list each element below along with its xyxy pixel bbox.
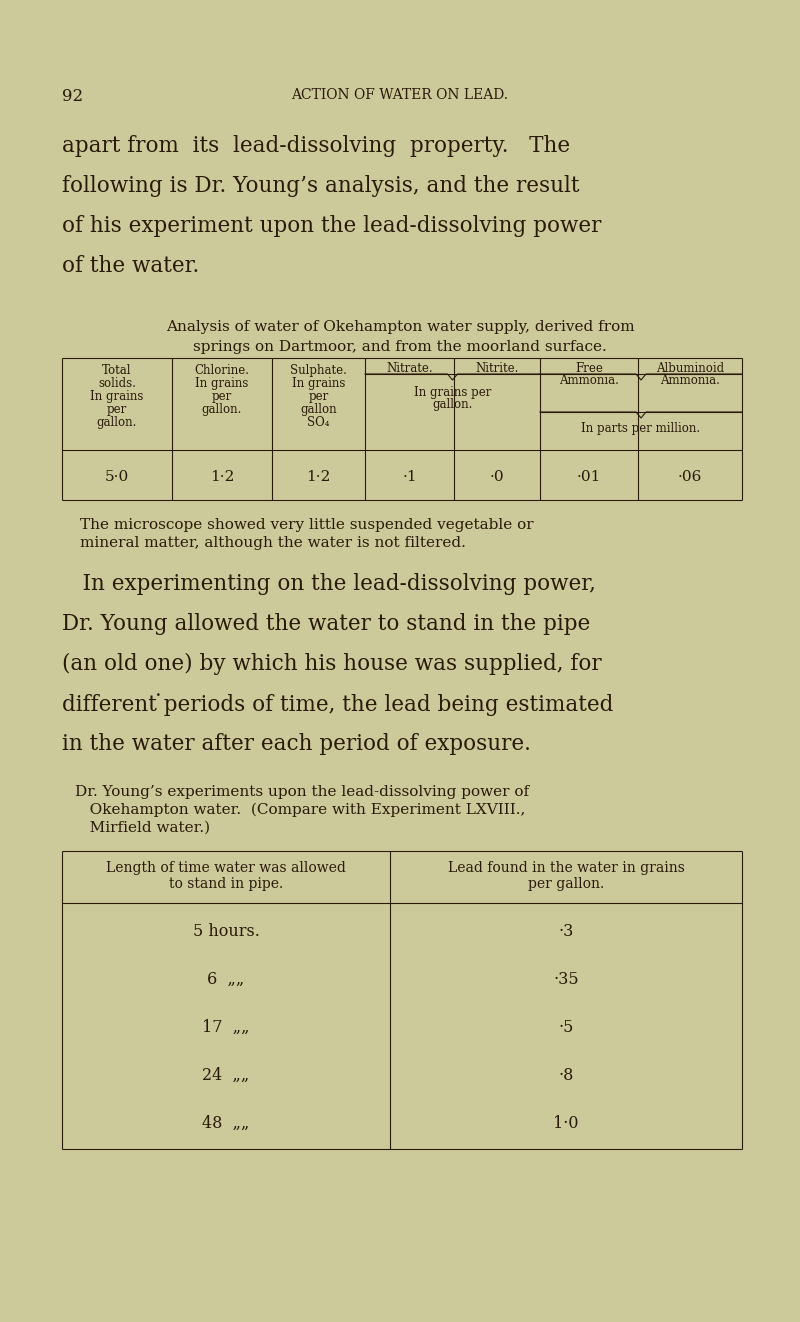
Text: 1·2: 1·2 bbox=[210, 471, 234, 484]
Text: ·01: ·01 bbox=[577, 471, 601, 484]
Text: following is Dr. Young’s analysis, and the result: following is Dr. Young’s analysis, and t… bbox=[62, 175, 579, 197]
Text: Dr. Young’s experiments upon the lead-dissolving power of: Dr. Young’s experiments upon the lead-di… bbox=[75, 785, 529, 798]
Text: ·06: ·06 bbox=[678, 471, 702, 484]
Text: 48  „„: 48 „„ bbox=[202, 1114, 250, 1132]
Text: ·8: ·8 bbox=[558, 1067, 574, 1084]
Text: 1·2: 1·2 bbox=[306, 471, 330, 484]
Text: Analysis of water of Okehampton water supply, derived from: Analysis of water of Okehampton water su… bbox=[166, 320, 634, 334]
Text: Free: Free bbox=[575, 362, 603, 375]
Text: 92: 92 bbox=[62, 89, 83, 104]
Text: 5·0: 5·0 bbox=[105, 471, 129, 484]
Text: In experimenting on the lead-dissolving power,: In experimenting on the lead-dissolving … bbox=[62, 572, 596, 595]
Text: different ̇periods of time, the lead being estimated: different ̇periods of time, the lead bei… bbox=[62, 693, 614, 715]
Text: per: per bbox=[308, 390, 329, 403]
Text: Dr. Young allowed the water to stand in the pipe: Dr. Young allowed the water to stand in … bbox=[62, 613, 590, 635]
Text: of his experiment upon the lead-dissolving power: of his experiment upon the lead-dissolvi… bbox=[62, 215, 602, 237]
Text: apart from  its  lead-dissolving  property.   The: apart from its lead-dissolving property.… bbox=[62, 135, 570, 157]
Text: Chlorine.: Chlorine. bbox=[194, 364, 250, 377]
Text: 17  „„: 17 „„ bbox=[202, 1019, 250, 1036]
Text: Nitrite.: Nitrite. bbox=[475, 362, 518, 375]
Text: In grains per: In grains per bbox=[414, 386, 491, 399]
Text: mineral matter, although the water is not filtered.: mineral matter, although the water is no… bbox=[80, 535, 466, 550]
Text: springs on Dartmoor, and from the moorland surface.: springs on Dartmoor, and from the moorla… bbox=[193, 340, 607, 354]
Text: 24  „„: 24 „„ bbox=[202, 1067, 250, 1084]
Text: 6  „„: 6 „„ bbox=[207, 970, 245, 988]
Text: In grains: In grains bbox=[292, 377, 345, 390]
Text: ACTION OF WATER ON LEAD.: ACTION OF WATER ON LEAD. bbox=[291, 89, 509, 102]
Text: Nitrate.: Nitrate. bbox=[386, 362, 433, 375]
Text: Ammonia.: Ammonia. bbox=[660, 374, 720, 387]
Text: The microscope showed very little suspended vegetable or: The microscope showed very little suspen… bbox=[80, 518, 534, 531]
Text: Sulphate.: Sulphate. bbox=[290, 364, 347, 377]
Text: 1·0: 1·0 bbox=[554, 1114, 578, 1132]
Text: per: per bbox=[107, 403, 127, 416]
Text: per gallon.: per gallon. bbox=[528, 876, 604, 891]
Text: ·1: ·1 bbox=[402, 471, 417, 484]
Text: In grains: In grains bbox=[195, 377, 249, 390]
Text: Lead found in the water in grains: Lead found in the water in grains bbox=[447, 861, 685, 875]
Text: gallon.: gallon. bbox=[432, 398, 473, 411]
Text: In grains: In grains bbox=[90, 390, 144, 403]
Text: of the water.: of the water. bbox=[62, 255, 199, 278]
Text: gallon.: gallon. bbox=[97, 416, 137, 430]
Text: SO₄: SO₄ bbox=[307, 416, 330, 430]
Text: gallon.: gallon. bbox=[202, 403, 242, 416]
Text: per: per bbox=[212, 390, 232, 403]
Text: ·0: ·0 bbox=[490, 471, 504, 484]
Text: Albuminoid: Albuminoid bbox=[656, 362, 724, 375]
Text: Total: Total bbox=[102, 364, 132, 377]
Text: Mirfield water.): Mirfield water.) bbox=[75, 821, 210, 836]
Text: Length of time water was allowed: Length of time water was allowed bbox=[106, 861, 346, 875]
Text: (an old one) by which his house was supplied, for: (an old one) by which his house was supp… bbox=[62, 653, 602, 676]
Text: ·3: ·3 bbox=[558, 923, 574, 940]
Text: gallon: gallon bbox=[300, 403, 337, 416]
Text: 5 hours.: 5 hours. bbox=[193, 923, 259, 940]
Text: in the water after each period of exposure.: in the water after each period of exposu… bbox=[62, 732, 531, 755]
Text: to stand in pipe.: to stand in pipe. bbox=[169, 876, 283, 891]
Text: Okehampton water.  (Compare with Experiment LXVIII.,: Okehampton water. (Compare with Experime… bbox=[75, 802, 526, 817]
Text: ·35: ·35 bbox=[553, 970, 579, 988]
Text: Ammonia.: Ammonia. bbox=[559, 374, 619, 387]
Text: In parts per million.: In parts per million. bbox=[582, 422, 701, 435]
Text: ·5: ·5 bbox=[558, 1019, 574, 1036]
Text: solids.: solids. bbox=[98, 377, 136, 390]
